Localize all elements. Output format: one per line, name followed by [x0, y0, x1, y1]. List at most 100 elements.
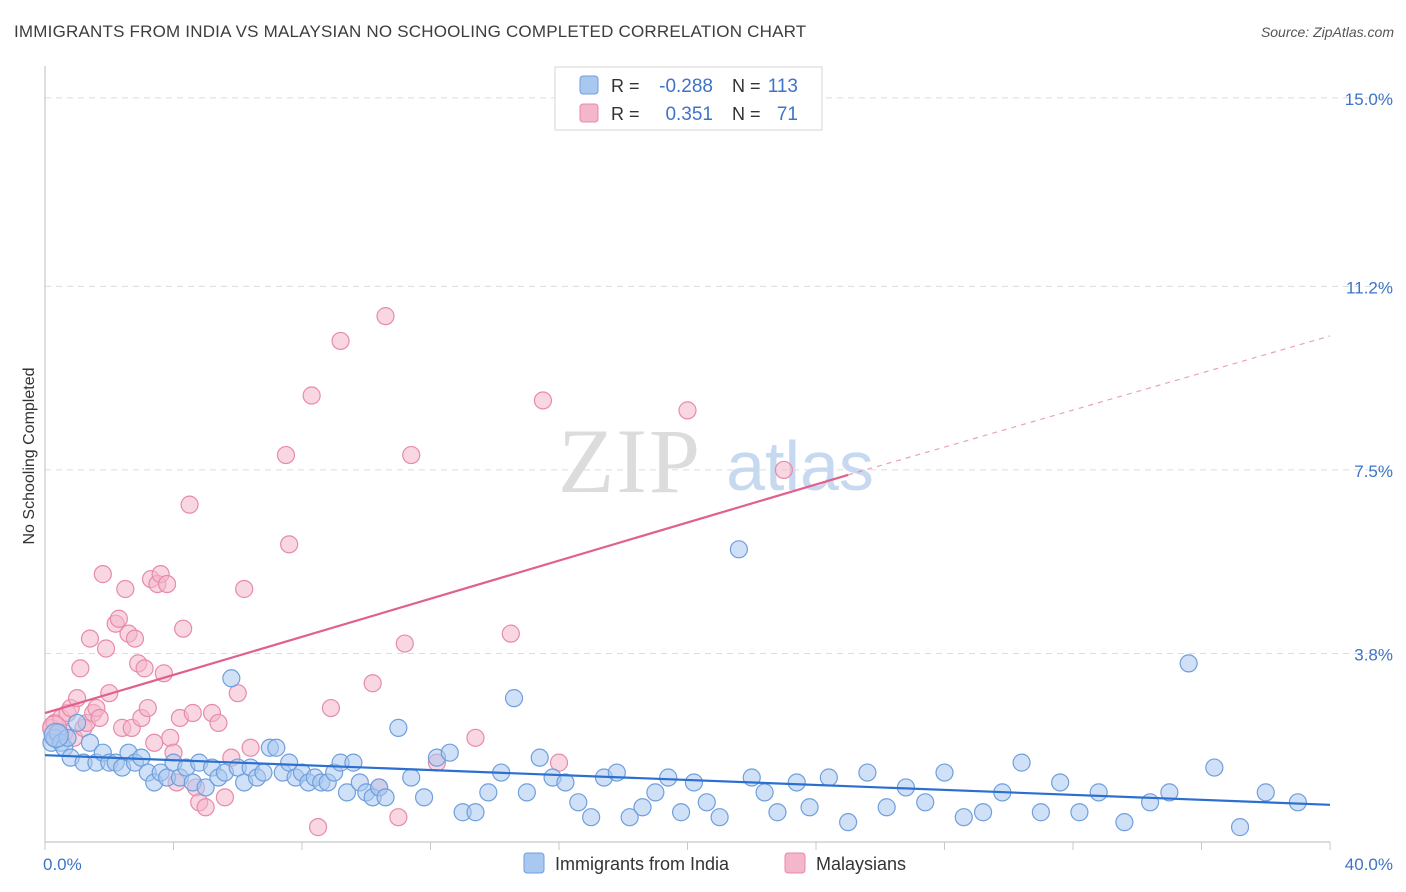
y-tick-label: 11.2% [1346, 278, 1393, 297]
data-point-malaysian [157, 574, 177, 594]
legend-box: R = -0.288 N = 113 R = 0.351 N = 71 [554, 66, 823, 131]
data-point-malaysian [80, 629, 100, 648]
x-tick-label: 0.0% [43, 855, 82, 874]
data-point-india [633, 798, 652, 817]
legend-n-label: N = [732, 76, 761, 96]
data-point-india [254, 763, 273, 782]
data-point-india [80, 733, 100, 752]
data-point-india [43, 722, 69, 748]
data-point-malaysian [276, 445, 296, 465]
data-point-india [858, 763, 877, 782]
trend-line-malaysian-extension [847, 335, 1331, 476]
data-point-india [877, 798, 896, 817]
chart-title: IMMIGRANTS FROM INDIA VS MALAYSIAN NO SC… [14, 22, 807, 41]
data-point-india [671, 803, 691, 822]
data-point-malaysian [402, 445, 421, 465]
data-point-india [517, 783, 536, 802]
legend-r-label: R = [611, 76, 640, 96]
data-point-malaysian [116, 579, 135, 599]
data-point-india [1140, 793, 1160, 812]
data-point-malaysian [501, 624, 520, 643]
data-point-india [684, 773, 704, 792]
bottom-legend-swatch-pink [784, 852, 806, 874]
watermark-zip: ZIP [558, 410, 702, 512]
bottom-legend-label-blue: Immigrants from India [555, 854, 730, 874]
data-point-malaysian [93, 565, 112, 584]
data-point-malaysian [363, 674, 382, 693]
series-malaysians [42, 307, 793, 837]
source-label: Source: ZipAtlas.com [1260, 24, 1394, 40]
data-point-malaysian [145, 733, 164, 752]
data-point-india [620, 808, 639, 827]
data-point-india [440, 743, 459, 762]
data-point-india [569, 793, 588, 812]
legend-n-label: N = [732, 104, 761, 124]
data-point-india [504, 689, 524, 708]
data-point-india [768, 803, 787, 822]
data-point-malaysian [280, 535, 299, 554]
data-point-malaysian [302, 386, 321, 405]
legend-r-value-blue: -0.288 [659, 76, 713, 97]
data-point-india [222, 669, 241, 688]
data-point-india [389, 718, 408, 737]
data-point-india [710, 808, 729, 827]
data-point-india [1051, 773, 1070, 792]
data-point-india [800, 798, 819, 817]
watermark: ZIP atlas [558, 410, 874, 512]
data-point-india [556, 773, 575, 792]
data-point-malaysian [774, 460, 793, 480]
data-point-india [582, 808, 601, 827]
data-point-malaysian [376, 307, 395, 326]
bottom-legend: Immigrants from India Malaysians [523, 852, 906, 874]
y-axis-label: No Schooling Completed [21, 368, 38, 545]
legend-swatch-pink [579, 103, 599, 123]
data-point-malaysian [395, 634, 414, 653]
data-point-india [267, 738, 286, 757]
data-point-india [935, 763, 954, 782]
tick-labels: 3.8% 7.5% 11.2% 15.0% 0.0% 40.0% [43, 90, 1393, 874]
data-point-india [729, 540, 749, 559]
data-point-india [196, 778, 215, 797]
data-point-malaysian [180, 495, 199, 514]
legend-n-value-blue: 113 [768, 76, 798, 97]
data-point-india [402, 768, 421, 787]
data-point-india [839, 813, 858, 832]
data-point-india [1012, 753, 1031, 772]
legend-swatch-blue [579, 75, 599, 95]
data-point-malaysian [215, 788, 234, 807]
data-point-india [787, 773, 806, 792]
data-point-malaysian [235, 579, 254, 599]
data-point-india [337, 783, 357, 802]
trend-line-malaysian [44, 473, 849, 715]
bottom-legend-label-pink: Malaysians [816, 854, 906, 874]
data-point-malaysian [71, 659, 90, 678]
data-point-india [659, 768, 678, 787]
data-point-malaysian [109, 609, 128, 628]
data-point-malaysian [96, 639, 116, 658]
y-tick-label: 15.0% [1345, 90, 1393, 109]
data-point-malaysian [321, 698, 341, 718]
data-point-india [414, 788, 434, 807]
trend-lines [44, 335, 1331, 806]
data-point-malaysian [161, 728, 180, 747]
data-point-india [646, 783, 665, 802]
data-point-india [376, 788, 395, 807]
data-point-india [1256, 783, 1275, 802]
data-point-india [466, 803, 485, 822]
data-point-malaysian [138, 698, 157, 718]
data-point-malaysian [331, 331, 350, 351]
data-point-india [697, 793, 716, 812]
data-point-india [1115, 813, 1134, 832]
legend-n-value-pink: 71 [777, 104, 798, 125]
data-point-india [1205, 758, 1224, 777]
data-point-india [1031, 803, 1050, 822]
data-point-malaysian [135, 659, 154, 678]
bottom-legend-swatch-blue [523, 852, 545, 874]
data-point-malaysian [196, 798, 215, 817]
data-point-malaysian [125, 629, 145, 648]
y-tick-label: 3.8% [1354, 645, 1393, 664]
data-point-india [916, 793, 935, 812]
data-point-india [479, 783, 498, 802]
data-point-malaysian [308, 818, 328, 837]
gridlines [45, 97, 1392, 654]
